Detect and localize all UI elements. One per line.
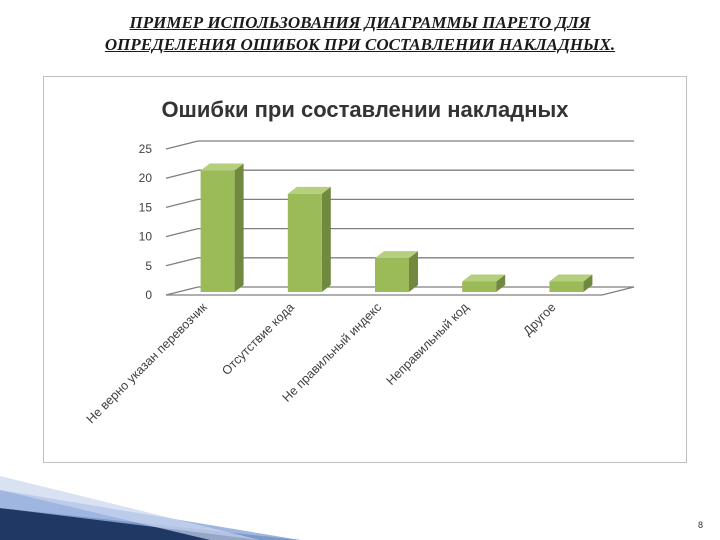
- x-tick-label: Другое: [521, 300, 559, 338]
- y-tick-label: 20: [139, 171, 153, 185]
- x-tick-label: Отсутствие кода: [219, 300, 297, 378]
- y-tick-label: 25: [139, 142, 153, 156]
- y-tick-label: 5: [145, 259, 152, 273]
- gridline-side: [165, 286, 199, 296]
- bar-top: [200, 163, 244, 171]
- gridline-side: [165, 169, 199, 179]
- gridline-side: [165, 257, 199, 267]
- gridline-side: [165, 227, 199, 238]
- y-tick-label: 15: [139, 200, 153, 214]
- bar: [375, 258, 409, 292]
- x-tick-label: Не правильный индекс: [280, 300, 385, 405]
- floor-right-edge: [601, 286, 635, 296]
- bar-side: [234, 163, 244, 292]
- bar-top: [549, 274, 593, 282]
- y-tick-label: 10: [139, 230, 153, 244]
- slide-title-line-1: ПРИМЕР ИСПОЛЬЗОВАНИЯ ДИАГРАММЫ ПАРЕТО ДЛ…: [129, 13, 591, 32]
- bar-side: [409, 251, 418, 292]
- gridline-side: [165, 140, 199, 150]
- page-number: 8: [697, 520, 703, 530]
- slide-title-line-2: ОПРЕДЕЛЕНИЯ ОШИБОК ПРИ СОСТАВЛЕНИИ НАКЛА…: [104, 35, 616, 54]
- bar-top: [287, 186, 331, 194]
- corner-decoration: [0, 476, 300, 540]
- chart-frame: Ошибки при составлении накладных 0 5 10 15 20…: [43, 76, 687, 463]
- bar-side: [321, 186, 331, 292]
- chart-title: Ошибки при составлении накладных: [161, 97, 569, 122]
- slide-title: ПРИМЕР ИСПОЛЬЗОВАНИЯ ДИАГРАММЫ ПАРЕТО ДЛ…: [40, 12, 680, 56]
- bar: [462, 281, 497, 292]
- y-tick-label: 0: [145, 288, 152, 302]
- bar: [200, 170, 235, 292]
- bar-side: [583, 274, 593, 292]
- bar-side: [496, 274, 506, 292]
- x-tick-label: Не верно указан перевозчик: [84, 300, 210, 426]
- bar-top: [375, 251, 418, 259]
- bar-top: [462, 274, 506, 282]
- gridline-side: [165, 198, 199, 209]
- corner-stripe-pale: [0, 476, 260, 540]
- bar: [287, 193, 322, 292]
- bar-chart: Ошибки при составлении накладных 0 5 10 15 20…: [84, 97, 635, 426]
- bar: [549, 281, 584, 292]
- x-tick-label: Неправильный код: [384, 300, 472, 388]
